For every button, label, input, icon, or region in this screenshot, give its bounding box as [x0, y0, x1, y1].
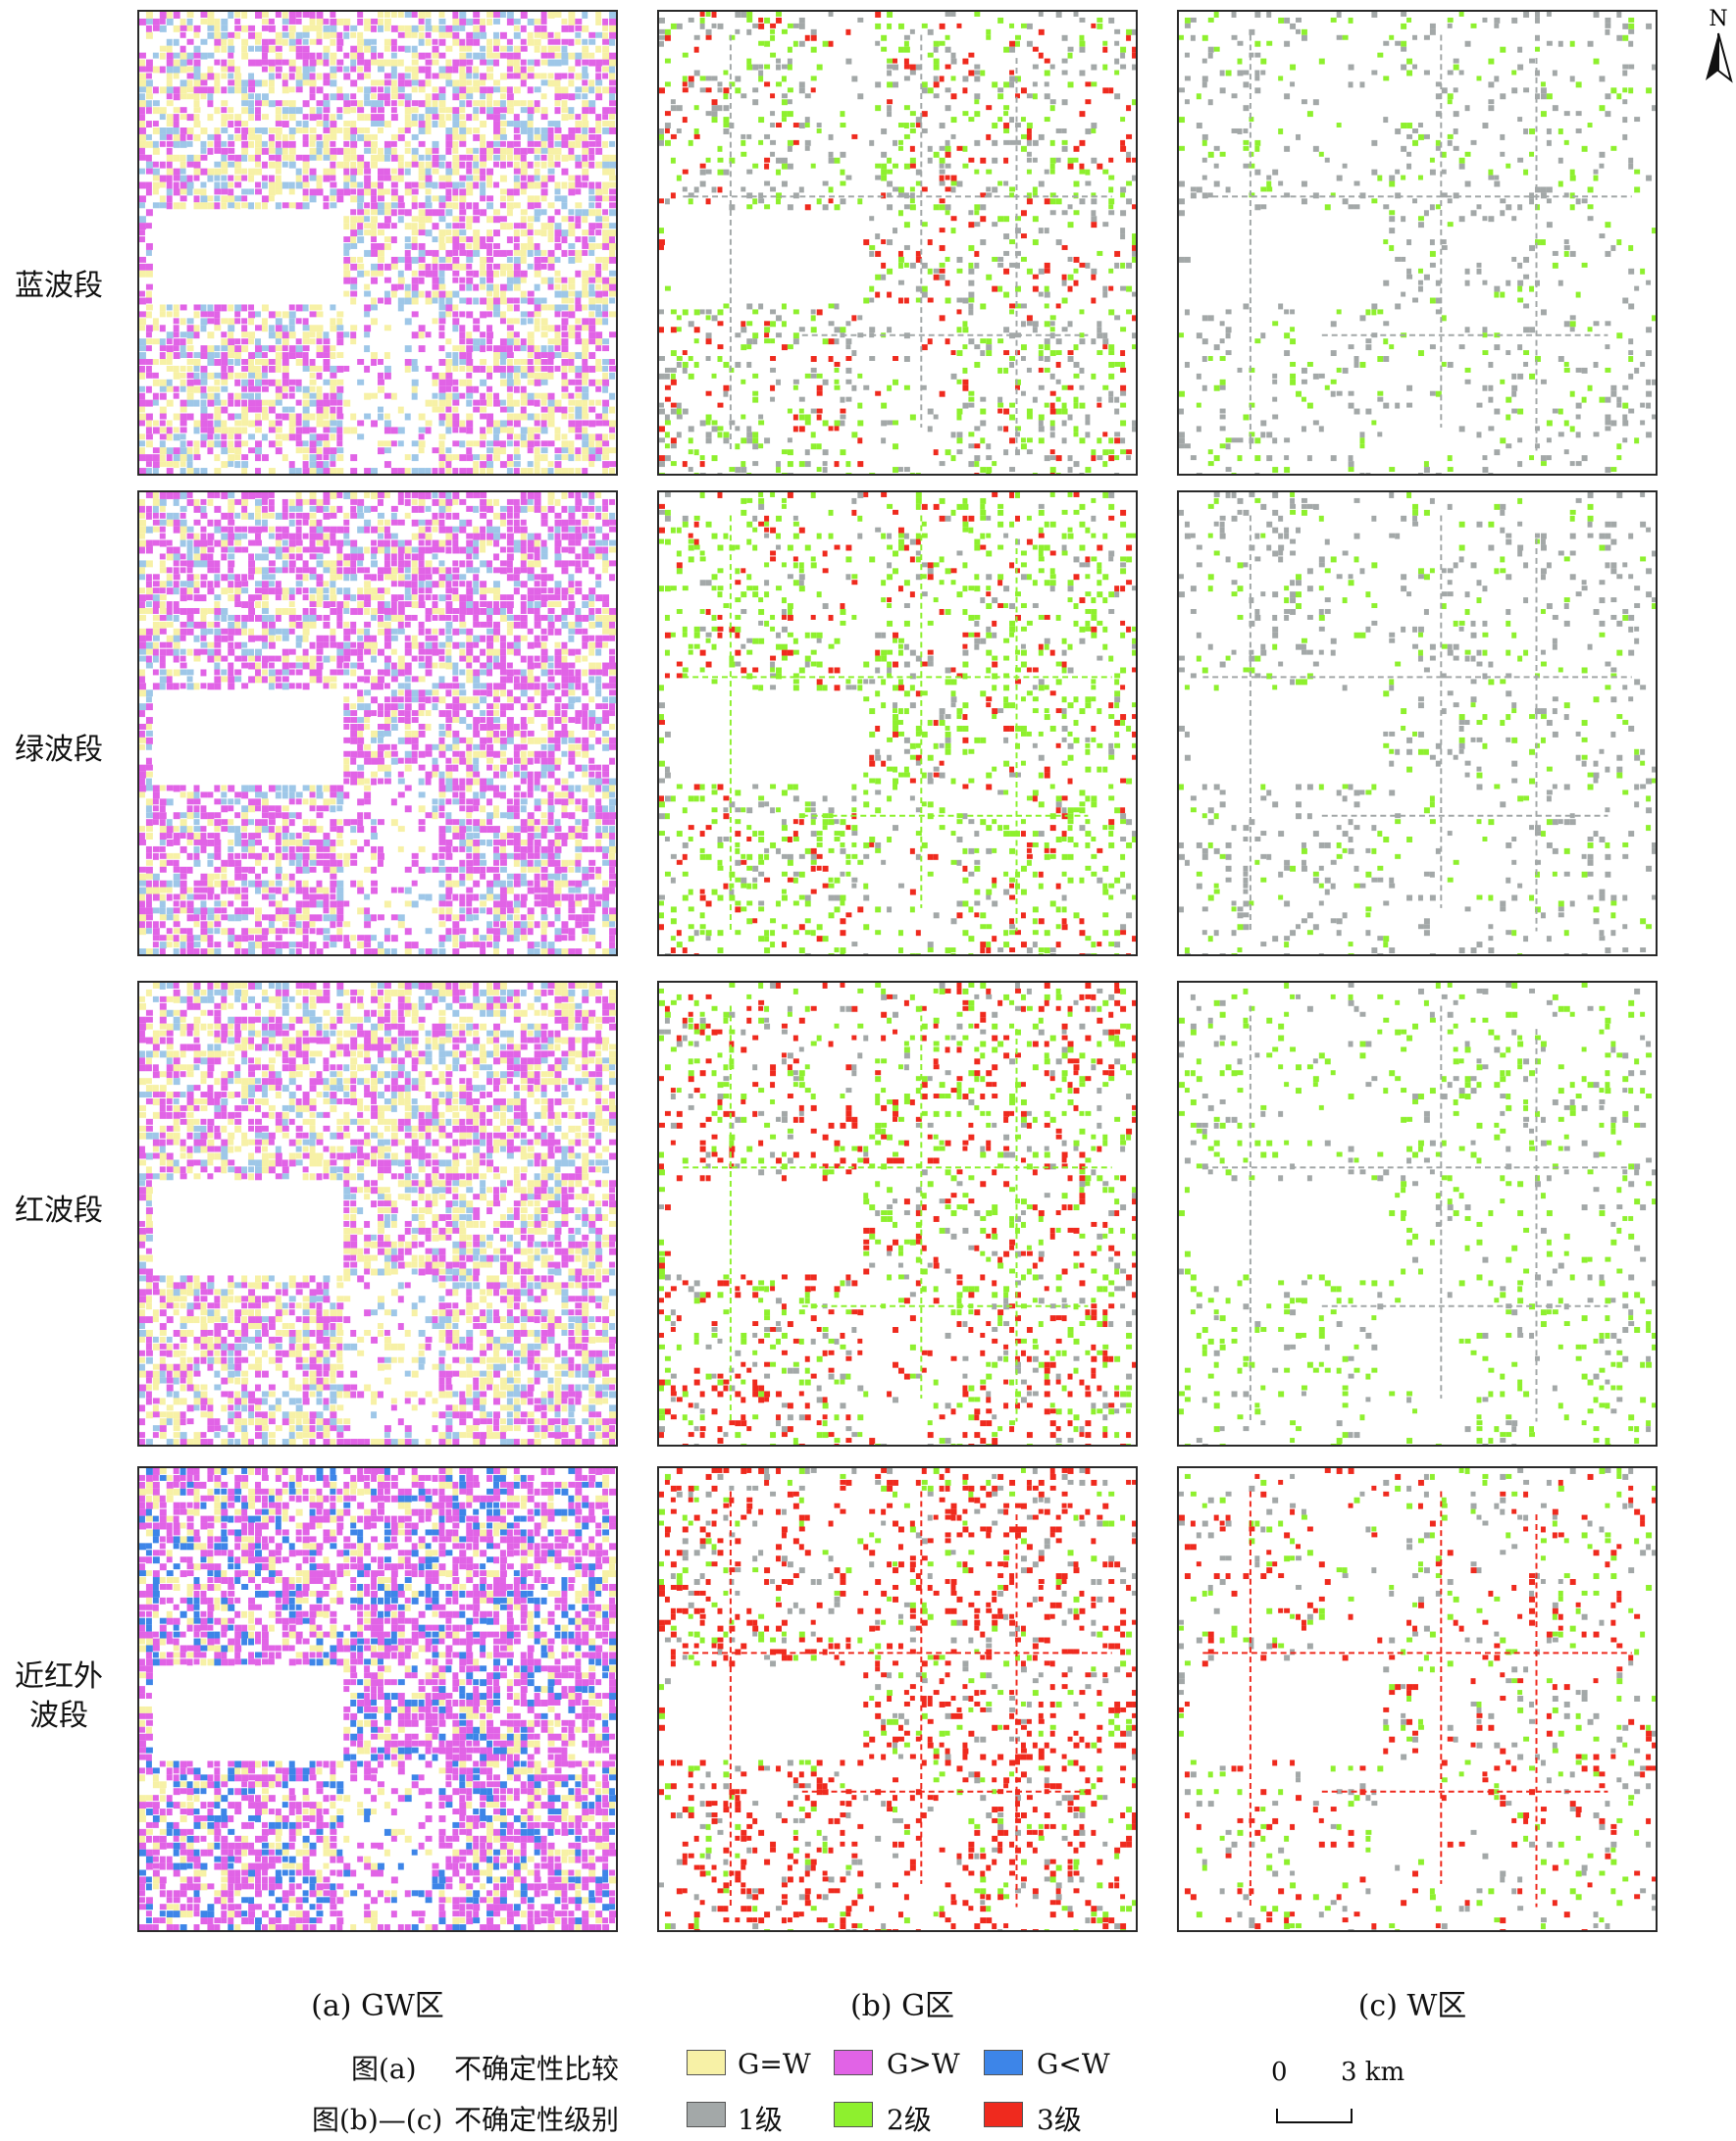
- row-label-nir-line2: 波段: [29, 1699, 88, 1733]
- scale-zero: 0: [1271, 2058, 1288, 2087]
- legend-a-prefix: 图(a): [351, 2053, 417, 2085]
- map-panel-g-nir: [657, 1466, 1138, 1932]
- map-panel-w-blue: [1177, 10, 1658, 476]
- map-panel-w-green: [1177, 490, 1658, 956]
- map-panel-w-nir: [1177, 1466, 1658, 1932]
- legend-a-title: 不确定性比较: [454, 2053, 620, 2085]
- legend-label-level-3: 3级: [1037, 2104, 1082, 2136]
- legend-swatch-g-eq-w: [687, 2050, 726, 2075]
- legend-swatch-level-3: [984, 2102, 1023, 2127]
- caption-gw: (a) GW区: [311, 1989, 444, 2023]
- legend-label-level-2: 2级: [887, 2104, 932, 2136]
- legend-swatch-g-gt-w: [834, 2050, 873, 2075]
- north-label: N: [1709, 7, 1727, 31]
- legend-swatch-g-lt-w: [984, 2050, 1023, 2075]
- row-label-nir: 近红外: [15, 1659, 103, 1694]
- map-panel-w-red: [1177, 981, 1658, 1447]
- map-panel-gw-red: [137, 981, 618, 1447]
- map-panel-g-green: [657, 490, 1138, 956]
- map-panel-gw-blue: [137, 10, 618, 476]
- north-arrow: N: [1702, 6, 1735, 84]
- row-label-green: 绿波段: [15, 733, 103, 767]
- scale-bar: [1276, 2109, 1353, 2123]
- legend-swatch-level-1: [687, 2102, 726, 2127]
- map-panel-gw-green: [137, 490, 618, 956]
- caption-w: (c) W区: [1357, 1989, 1467, 2023]
- legend-label-g-gt-w: G>W: [887, 2048, 960, 2080]
- legend-swatch-level-2: [834, 2102, 873, 2127]
- north-arrow-icon: N: [1706, 7, 1733, 83]
- legend-b-prefix: 图(b)—(c): [312, 2104, 443, 2136]
- map-panel-g-blue: [657, 10, 1138, 476]
- legend-label-g-lt-w: G<W: [1037, 2048, 1110, 2080]
- legend-b-title: 不确定性级别: [454, 2104, 620, 2136]
- legend-label-g-eq-w: G=W: [738, 2048, 811, 2080]
- map-panel-gw-nir: [137, 1466, 618, 1932]
- row-label-red: 红波段: [15, 1194, 103, 1228]
- row-label-blue: 蓝波段: [15, 269, 103, 303]
- legend-label-level-1: 1级: [738, 2104, 783, 2136]
- caption-g: (b) G区: [849, 1989, 955, 2023]
- scale-end: 3 km: [1341, 2058, 1405, 2087]
- map-panel-g-red: [657, 981, 1138, 1447]
